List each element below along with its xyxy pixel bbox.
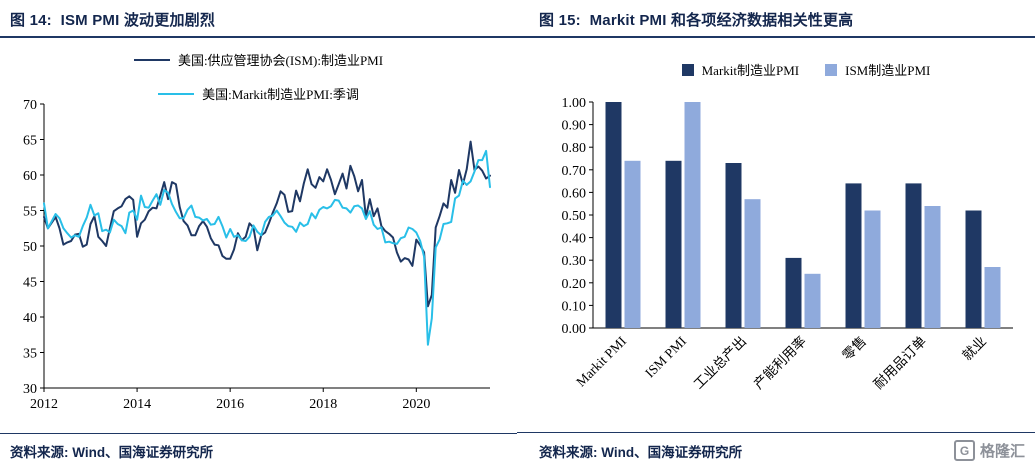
figure15-title: 图 15: Markit PMI 和各项经济数据相关性更高 <box>517 0 1035 38</box>
ism-line-sample-icon <box>133 58 170 61</box>
svg-text:2020: 2020 <box>402 397 430 412</box>
figure14-source-text: 资料来源: Wind、国海证券研究所 <box>10 445 214 460</box>
figure15-source-row: 资料来源: Wind、国海证券研究所 G 格隆汇 <box>517 432 1035 465</box>
svg-text:2016: 2016 <box>216 397 244 412</box>
svg-text:40: 40 <box>23 311 37 326</box>
svg-text:0.00: 0.00 <box>562 322 587 337</box>
gelonghui-logo: G 格隆汇 <box>953 440 1025 461</box>
svg-text:45: 45 <box>23 276 37 291</box>
svg-text:2018: 2018 <box>309 397 337 412</box>
svg-text:0.60: 0.60 <box>562 186 587 201</box>
svg-text:产能利用率: 产能利用率 <box>750 333 809 392</box>
svg-text:60: 60 <box>23 169 37 184</box>
figure14-column: 图 14: ISM PMI 波动更加剧烈 美国:供应管理协会(ISM):制造业P… <box>0 0 517 471</box>
svg-text:0.10: 0.10 <box>562 299 587 314</box>
svg-text:0.30: 0.30 <box>562 254 587 269</box>
svg-text:就业: 就业 <box>959 334 989 364</box>
svg-text:耐用品订单: 耐用品订单 <box>871 334 929 392</box>
markit-line-sample-icon <box>158 92 195 95</box>
legend-label-ism-bar: ISM制造业PMI <box>845 63 931 78</box>
legend-item-markit: 美国:Markit制造业PMI:季调 <box>158 84 359 103</box>
svg-text:0.80: 0.80 <box>562 141 587 156</box>
svg-text:55: 55 <box>23 205 37 220</box>
svg-text:0.20: 0.20 <box>562 277 587 292</box>
legend-label-ism: 美国:供应管理协会(ISM):制造业PMI <box>177 53 384 68</box>
svg-text:0.40: 0.40 <box>562 232 587 247</box>
svg-text:65: 65 <box>23 134 37 149</box>
svg-text:1.00: 1.00 <box>562 96 587 111</box>
figure14-source-row: 资料来源: Wind、国海证券研究所 <box>0 433 517 465</box>
svg-text:2014: 2014 <box>123 397 151 412</box>
legend-label-markit: 美国:Markit制造业PMI:季调 <box>202 87 359 102</box>
pmi-line-chart: 30 35 40 45 50 55 60 65 70 2012 2014 2016 2018 2020 <box>23 98 491 412</box>
correlation-bar-chart: 0.00 0.10 0.20 0.30 0.40 0.50 0.60 0.70 0.80 0.90… <box>562 96 1013 392</box>
ism-swatch-icon <box>825 63 838 76</box>
svg-text:0.90: 0.90 <box>562 119 587 134</box>
legend-item-ism-bar: ISM制造业PMI <box>825 60 930 79</box>
legend-label-markit-bar: Markit制造业PMI <box>701 63 800 78</box>
svg-text:工业总产出: 工业总产出 <box>691 334 749 392</box>
line-chart-legend: 美国:供应管理协会(ISM):制造业PMI 美国:Markit制造业PMI:季调 <box>0 50 517 103</box>
svg-text:50: 50 <box>23 240 37 255</box>
figure15-column: 图 15: Markit PMI 和各项经济数据相关性更高 Markit制造业P… <box>517 0 1035 471</box>
svg-text:0.50: 0.50 <box>562 209 587 224</box>
svg-text:零售: 零售 <box>839 334 869 364</box>
svg-text:0.70: 0.70 <box>562 164 587 179</box>
legend-item-markit-bar: Markit制造业PMI <box>681 60 800 79</box>
svg-text:2012: 2012 <box>30 397 58 412</box>
svg-text:ISM PMI: ISM PMI <box>642 333 689 380</box>
svg-text:70: 70 <box>23 98 37 113</box>
figure15-source-text: 资料来源: Wind、国海证券研究所 <box>539 444 743 460</box>
markit-swatch-icon <box>681 63 694 76</box>
svg-text:35: 35 <box>23 347 37 362</box>
gelonghui-badge-icon: G <box>953 440 975 461</box>
gelonghui-logo-text: 格隆汇 <box>979 443 1025 460</box>
figure14-title: 图 14: ISM PMI 波动更加剧烈 <box>0 0 517 38</box>
svg-text:30: 30 <box>23 382 37 397</box>
svg-text:Markit PMI: Markit PMI <box>573 333 629 389</box>
bar-chart-legend: Markit制造业PMI ISM制造业PMI <box>517 60 1035 79</box>
legend-item-ism: 美国:供应管理协会(ISM):制造业PMI <box>133 50 384 69</box>
